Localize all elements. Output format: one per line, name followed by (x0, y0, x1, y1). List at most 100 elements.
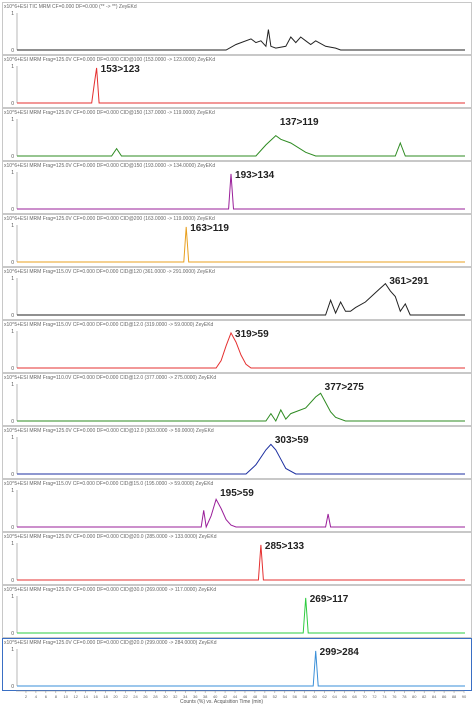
x-tick-label: 74 (382, 694, 387, 699)
x-tick-label: 10 (64, 694, 69, 699)
series-line (17, 392, 465, 423)
x-tick-label: 18 (103, 694, 108, 699)
y-scale-label: x10^6 (4, 4, 18, 10)
trace-plot: 01 (11, 276, 465, 319)
y-tick-label: 0 (11, 101, 14, 107)
panel-header: +ESI MRM Frag=110.0V CF=0.000 DF=0.000 C… (17, 375, 217, 381)
x-tick-label: 52 (273, 694, 278, 699)
x-tick-label: 40 (213, 694, 218, 699)
series-line (17, 226, 465, 263)
trace-plot: 01 (11, 223, 465, 266)
y-tick-label: 0 (11, 48, 14, 54)
y-tick-label: 0 (11, 154, 14, 160)
chromatogram-panel[interactable]: x10^5 +ESI MRM Frag=115.0V CF=0.000 DF=0.… (2, 320, 472, 373)
panel-header: +ESI MRM Frag=125.0V CF=0.000 DF=0.000 C… (17, 640, 217, 646)
chromatogram-panel[interactable]: x10^5 +ESI MRM Frag=110.0V CF=0.000 DF=0.… (2, 373, 472, 426)
chromatogram-panel[interactable]: x10^5 +ESI MRM Frag=115.0V CF=0.000 DF=0.… (2, 479, 472, 532)
x-tick-label: 88 (452, 694, 457, 699)
x-tick-label: 12 (74, 694, 79, 699)
series-line (17, 282, 465, 316)
x-tick-label: 60 (312, 694, 317, 699)
y-tick-label: 0 (11, 472, 14, 478)
panel-header: +ESI MRM Frag=125.0V CF=0.000 DF=0.000 C… (17, 163, 216, 169)
chromatogram-panel[interactable]: x10^6 +ESI MRM Frag=115.0V CF=0.000 DF=0.… (2, 267, 472, 320)
y-tick-label: 0 (11, 313, 14, 319)
chromatogram-panel[interactable]: x10^6 +ESI TIC MRM CF=0.000 DF=0.000 (** … (2, 2, 472, 55)
x-tick-label: 8 (55, 694, 58, 699)
x-tick-label: 6 (45, 694, 48, 699)
chromatogram-panel[interactable]: x10^5 +ESI MRM Frag=125.0V CF=0.000 DF=0.… (2, 585, 472, 638)
y-tick-label: 0 (11, 631, 14, 637)
transition-label: 299>284 (319, 647, 359, 658)
x-tick-label: 80 (412, 694, 417, 699)
x-tick-label: 54 (283, 694, 288, 699)
x-tick-label: 20 (113, 694, 118, 699)
trace-plot: 01 (11, 170, 465, 213)
transition-label: 153>123 (100, 64, 140, 75)
y-tick-label: 1 (11, 541, 14, 547)
x-tick-label: 28 (153, 694, 158, 699)
chromatogram-panel[interactable]: x10^5 +ESI MRM Frag=125.0V CF=0.000 DF=0.… (2, 532, 472, 585)
x-tick-label: 66 (342, 694, 347, 699)
y-scale-label: x10^5 (4, 481, 18, 487)
chromatogram-panel[interactable]: x10^6 +ESI MRM Frag=125.0V CF=0.000 DF=0.… (2, 161, 472, 214)
chromatogram-panel[interactable]: x10^6 +ESI MRM Frag=125.0V CF=0.000 DF=0.… (2, 55, 472, 108)
series-line (17, 134, 465, 157)
transition-label: 361>291 (389, 276, 429, 287)
panel-header: +ESI MRM Frag=115.0V CF=0.000 DF=0.000 C… (17, 269, 215, 275)
x-tick-label: 62 (322, 694, 327, 699)
chromatogram-panel[interactable]: x10^5 +ESI MRM Frag=125.0V CF=0.000 DF=0.… (2, 426, 472, 479)
x-tick-label: 70 (362, 694, 367, 699)
trace-plot: 01 (11, 435, 465, 478)
series-line (17, 173, 465, 210)
x-tick-label: 68 (352, 694, 357, 699)
x-tick-label: 84 (432, 694, 437, 699)
y-tick-label: 0 (11, 207, 14, 213)
transition-label: 193>134 (235, 170, 275, 181)
panel-header: +ESI MRM Frag=115.0V CF=0.000 DF=0.000 C… (17, 481, 214, 487)
trace-plot: 01 (11, 647, 465, 690)
x-tick-label: 90 (462, 694, 467, 699)
x-tick-label: 48 (253, 694, 258, 699)
y-scale-label: x10^5 (4, 428, 18, 434)
transition-label: 137>119 (279, 117, 319, 128)
x-axis-title: Counts (%) vs. Acquisition Time (min) (180, 699, 264, 705)
x-tick-label: 32 (173, 694, 178, 699)
y-scale-label: x10^5 (4, 587, 18, 593)
y-tick-label: 1 (11, 329, 14, 335)
trace-plot: 01 (11, 64, 465, 107)
y-scale-label: x10^6 (4, 216, 18, 222)
panel-header: +ESI MRM Frag=115.0V CF=0.000 DF=0.000 C… (17, 322, 214, 328)
transition-label: 319>59 (235, 329, 269, 340)
transition-label: 285>133 (264, 541, 305, 552)
y-tick-label: 0 (11, 260, 14, 266)
panel-header: +ESI MRM Frag=125.0V CF=0.000 DF=0.000 C… (17, 428, 214, 434)
panel-header: +ESI MRM Frag=125.0V CF=0.000 DF=0.000 C… (17, 587, 217, 593)
x-axis: 2 4 6 8 10 12 14 16 18 20 22 24 26 28 30 32 34 36 38 40 42 44… (16, 690, 467, 699)
x-tick-label: 30 (163, 694, 168, 699)
x-tick-label: 46 (243, 694, 248, 699)
x-tick-label: 36 (193, 694, 198, 699)
y-tick-label: 1 (11, 594, 14, 600)
x-tick-label: 22 (123, 694, 128, 699)
y-scale-label: x10^6 (4, 57, 18, 63)
x-tick-label: 14 (83, 694, 88, 699)
x-tick-label: 44 (233, 694, 238, 699)
chromatogram-panel[interactable]: x10^6 +ESI MRM Frag=125.0V CF=0.000 DF=0.… (2, 214, 472, 267)
y-scale-label: x10^5 (4, 375, 18, 381)
x-tick-label: 42 (223, 694, 228, 699)
y-tick-label: 1 (11, 435, 14, 441)
trace-plot: 01 (11, 488, 465, 531)
x-tick-label: 72 (372, 694, 377, 699)
x-tick-label: 34 (183, 694, 188, 699)
chromatogram-panel[interactable]: x10^5 +ESI MRM Frag=125.0V CF=0.000 DF=0.… (2, 108, 472, 161)
series-line (17, 544, 465, 581)
x-tick-label: 24 (133, 694, 138, 699)
x-tick-label: 64 (332, 694, 337, 699)
x-tick-label: 50 (263, 694, 268, 699)
x-tick-label: 26 (143, 694, 148, 699)
x-tick-label: 38 (203, 694, 208, 699)
chromatogram-panel[interactable]: x10^5 +ESI MRM Frag=125.0V CF=0.000 DF=0.… (2, 638, 472, 691)
y-tick-label: 1 (11, 64, 14, 70)
